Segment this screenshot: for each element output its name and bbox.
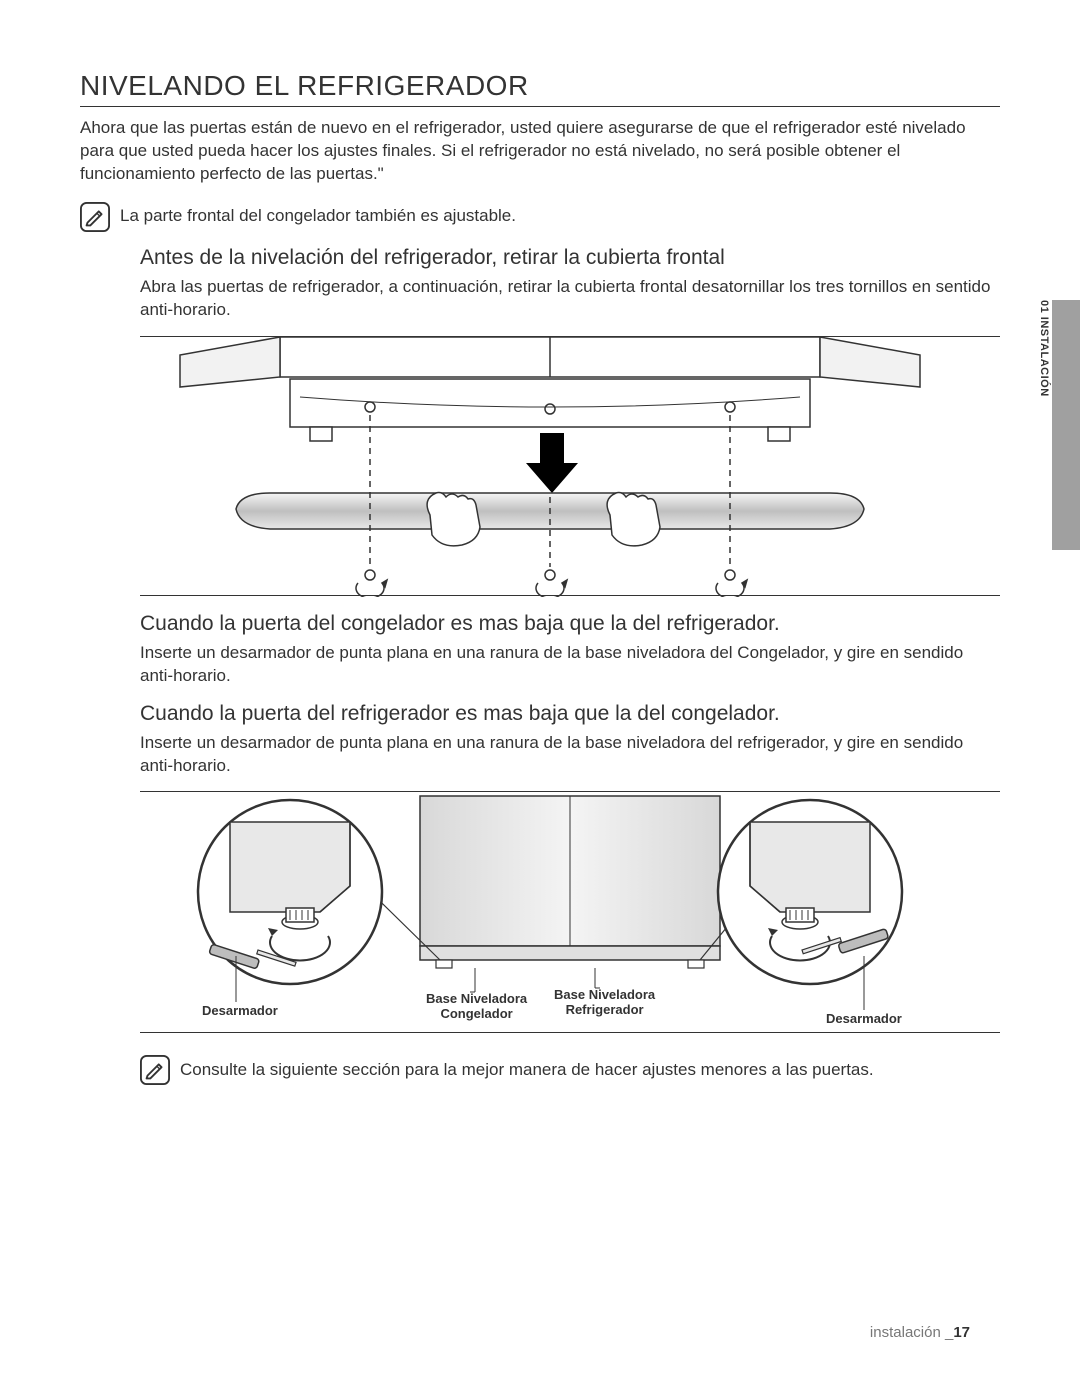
section-thumb-tab (1052, 300, 1080, 550)
pencil-note-icon (80, 202, 110, 232)
label-desarmador-right: Desarmador (826, 1012, 902, 1027)
footer-page-number: 17 (953, 1324, 970, 1341)
section-3: Cuando la puerta del refrigerador es mas… (80, 702, 1000, 778)
figure-1-illustration (140, 337, 960, 597)
note-row-1: La parte frontal del congelador también … (80, 202, 1000, 232)
figure-leveling-legs: Desarmador Base Niveladora Congelador Ba… (140, 791, 1000, 1033)
section-1: Antes de la nivelación del refrigerador,… (80, 246, 1000, 322)
note-row-2: Consulte la siguiente sección para la me… (140, 1055, 1000, 1085)
section-2: Cuando la puerta del congelador es mas b… (80, 612, 1000, 688)
section-3-heading: Cuando la puerta del refrigerador es mas… (140, 702, 1000, 726)
intro-paragraph: Ahora que las puertas están de nuevo en … (80, 117, 1000, 186)
section-3-body: Inserte un desarmador de punta plana en … (140, 732, 1000, 778)
section-1-heading: Antes de la nivelación del refrigerador,… (140, 246, 1000, 270)
note-2-text: Consulte la siguiente sección para la me… (180, 1059, 874, 1082)
section-2-heading: Cuando la puerta del congelador es mas b… (140, 612, 1000, 636)
label-desarmador-left: Desarmador (202, 1004, 278, 1019)
footer-section-label: instalación _ (870, 1324, 953, 1341)
page-title: NIVELANDO EL REFRIGERADOR (80, 70, 1000, 107)
section-1-body: Abra las puertas de refrigerador, a cont… (140, 276, 1000, 322)
label-base-congelador: Base Niveladora Congelador (426, 992, 527, 1022)
figure-remove-front-cover (140, 336, 1000, 596)
manual-page: NIVELANDO EL REFRIGERADOR Ahora que las … (0, 0, 1080, 1397)
label-base-refrigerador: Base Niveladora Refrigerador (554, 988, 655, 1018)
pencil-note-icon (140, 1055, 170, 1085)
section-2-body: Inserte un desarmador de punta plana en … (140, 642, 1000, 688)
page-footer: instalación _17 (870, 1324, 970, 1341)
figure-2-illustration (140, 792, 960, 1034)
section-thumb-label: 01 INSTALACIÓN (1038, 300, 1050, 397)
note-1-text: La parte frontal del congelador también … (120, 205, 516, 228)
